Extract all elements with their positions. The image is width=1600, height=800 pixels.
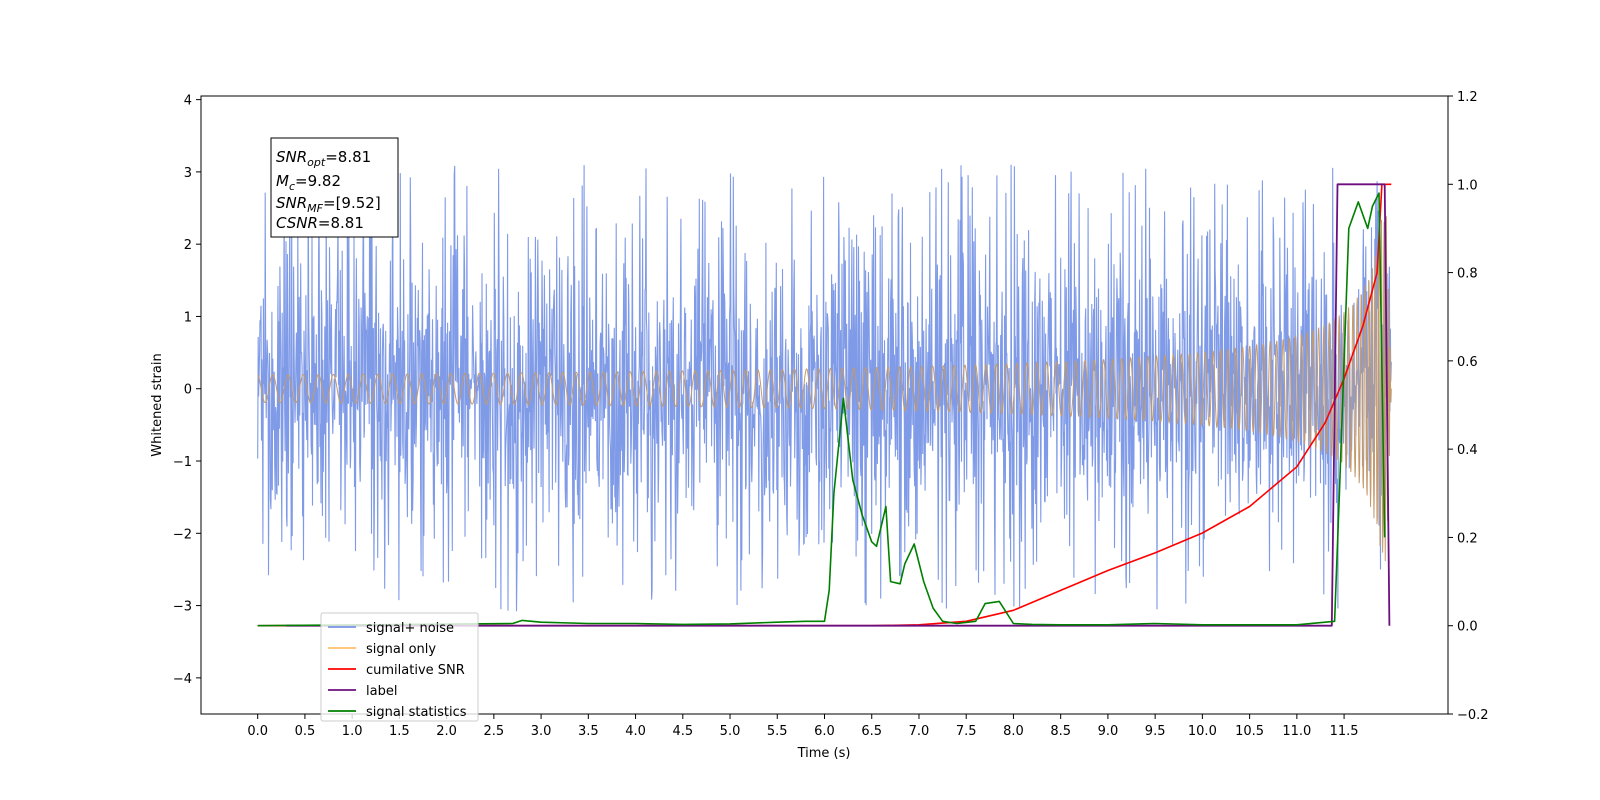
series-label	[286, 183, 1391, 627]
y-tick-label: −2	[173, 527, 192, 542]
ann-snr-opt-main: SNR	[276, 148, 307, 166]
y-tick-label: −1	[173, 455, 192, 470]
ann-snr-opt-value: =8.81	[325, 148, 371, 166]
x-tick-label: 10.5	[1235, 724, 1264, 739]
x-tick-label: 2.5	[484, 724, 505, 739]
x-tick-label: 3.0	[531, 724, 552, 739]
y-axis-left: 4 3 2 1 0 −1 −2 −3 −4	[173, 94, 201, 687]
x-tick-label: 3.5	[578, 724, 599, 739]
y2-tick-label: −0.2	[1457, 708, 1489, 723]
x-tick-label: 10.0	[1188, 724, 1217, 739]
legend-box	[320, 612, 479, 722]
annotation-csnr: CSNR=8.81	[276, 214, 364, 232]
ann-snr-opt-sub: opt	[307, 156, 326, 169]
x-tick-label: 6.0	[814, 724, 835, 739]
x-tick-label: 2.0	[436, 724, 457, 739]
x-tick-label: 5.5	[767, 724, 788, 739]
legend-label: signal only	[366, 642, 436, 657]
ann-snr-mf-value: =[9.52]	[323, 194, 381, 212]
annotation-snr-mf: SNRMF=[9.52]	[276, 194, 381, 215]
plot-area	[257, 164, 1392, 627]
ann-csnr-main: CSNR	[276, 214, 318, 232]
x-tick-label: 4.5	[672, 724, 693, 739]
x-tick-label: 7.0	[909, 724, 930, 739]
y2-tick-label: 0.2	[1457, 531, 1478, 546]
y-tick-label: −3	[173, 600, 192, 615]
x-tick-label: 9.5	[1145, 724, 1166, 739]
y-tick-label: 1	[184, 310, 192, 325]
ann-mc-sub: c	[289, 180, 295, 193]
annotation-snr-opt: SNRopt=8.81	[276, 148, 371, 169]
x-axis: 0.0 0.5 1.0 1.5 2.0 2.5 3.0 3.5 4.0 4.5 5.0 5.5 6.0 6…	[247, 714, 1359, 739]
x-tick-label: 1.0	[342, 724, 363, 739]
series-signal-noise	[257, 164, 1392, 612]
y-tick-label: 4	[184, 94, 192, 109]
x-tick-label: 9.0	[1098, 724, 1119, 739]
ann-mc-main: M	[276, 172, 289, 190]
y-tick-label: −4	[173, 672, 192, 687]
x-tick-label: 0.5	[295, 724, 316, 739]
stats-annotation: SNRopt=8.81 Mc=9.82 SNRMF=[9.52] CSNR=8.…	[270, 137, 399, 238]
y2-tick-label: 0.4	[1457, 443, 1478, 458]
legend: signal+ noise signal only cumilative SNR la…	[320, 612, 479, 722]
x-tick-label: 11.0	[1282, 724, 1311, 739]
legend-label: label	[366, 684, 397, 699]
x-tick-label: 8.0	[1003, 724, 1024, 739]
ann-mc-value: =9.82	[295, 172, 341, 190]
y2-tick-label: 0.0	[1457, 620, 1478, 635]
y2-tick-label: 1.0	[1457, 178, 1478, 193]
y-tick-label: 3	[184, 166, 192, 181]
ann-csnr-value: =8.81	[318, 214, 364, 232]
ann-snr-mf-main: SNR	[276, 194, 307, 212]
x-tick-label: 5.0	[720, 724, 741, 739]
x-axis-label: Time (s)	[797, 746, 851, 761]
ann-snr-mf-sub: MF	[307, 202, 323, 215]
x-tick-label: 11.5	[1330, 724, 1359, 739]
y2-tick-label: 1.2	[1457, 90, 1478, 105]
y2-tick-label: 0.6	[1457, 355, 1478, 370]
x-tick-label: 7.5	[956, 724, 977, 739]
x-tick-label: 8.5	[1050, 724, 1071, 739]
x-tick-label: 1.5	[389, 724, 410, 739]
legend-label: signal+ noise	[366, 621, 454, 636]
series-signal-only	[257, 216, 1392, 562]
y2-tick-label: 0.8	[1457, 267, 1478, 282]
legend-label: cumilative SNR	[366, 663, 465, 678]
y-tick-label: 0	[184, 383, 192, 398]
annotation-box	[270, 137, 399, 238]
legend-label: signal statistics	[366, 705, 467, 720]
annotation-mc: Mc=9.82	[276, 172, 341, 193]
y-tick-label: 2	[184, 238, 192, 253]
y-axis-right: 1.2 1.0 0.8 0.6 0.4 0.2 0.0 −0.2	[1448, 90, 1489, 723]
y-axis-label: Whitened strain	[150, 353, 165, 456]
x-tick-label: 4.0	[625, 724, 646, 739]
x-tick-label: 6.5	[861, 724, 882, 739]
x-tick-label: 0.0	[247, 724, 268, 739]
series-signal-statistics	[257, 192, 1386, 627]
